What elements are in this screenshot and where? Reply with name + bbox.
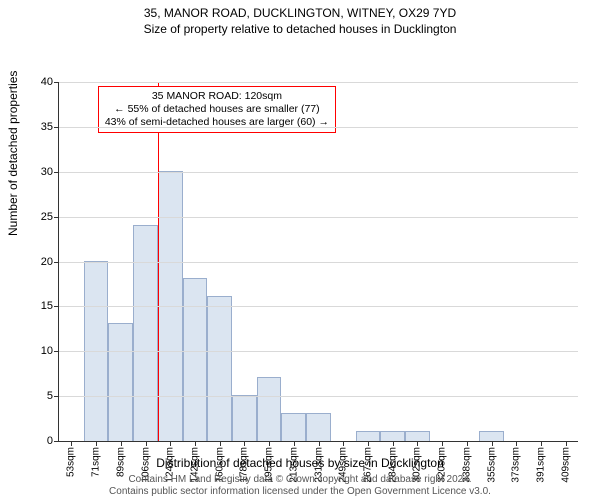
gridline <box>59 127 578 128</box>
ytick-label: 35 <box>41 121 53 133</box>
title-subtitle: Size of property relative to detached ho… <box>0 22 600 36</box>
y-axis-label: Number of detached properties <box>6 71 20 236</box>
xtick-mark <box>71 441 72 446</box>
gridline <box>59 306 578 307</box>
xtick-mark <box>319 441 320 446</box>
ytick-mark <box>54 396 59 397</box>
xtick-mark <box>541 441 542 446</box>
plot-area: 53sqm71sqm89sqm106sqm124sqm142sqm160sqm1… <box>58 82 578 442</box>
xtick-mark <box>393 441 394 446</box>
callout-line-1: 35 MANOR ROAD: 120sqm <box>105 90 329 103</box>
title-address: 35, MANOR ROAD, DUCKLINGTON, WITNEY, OX2… <box>0 6 600 20</box>
ytick-label: 15 <box>41 300 53 312</box>
histogram-bar <box>281 413 306 441</box>
ytick-mark <box>54 262 59 263</box>
histogram-bar <box>183 278 208 441</box>
histogram-bar <box>356 431 381 441</box>
gridline <box>59 262 578 263</box>
ytick-mark <box>54 306 59 307</box>
x-axis-label: Distribution of detached houses by size … <box>0 456 600 470</box>
xtick-mark <box>467 441 468 446</box>
xtick-mark <box>96 441 97 446</box>
histogram-bar <box>306 413 331 441</box>
ytick-label: 10 <box>41 345 53 357</box>
histogram-bar <box>108 323 133 441</box>
ytick-label: 5 <box>47 390 53 402</box>
xtick-mark <box>244 441 245 446</box>
gridline <box>59 396 578 397</box>
gridline <box>59 82 578 83</box>
footer-attribution: Contains HM Land Registry data © Crown c… <box>0 474 600 498</box>
xtick-mark <box>170 441 171 446</box>
gridline <box>59 351 578 352</box>
xtick-mark <box>294 441 295 446</box>
callout-line-2: ← 55% of detached houses are smaller (77… <box>105 103 329 116</box>
xtick-mark <box>368 441 369 446</box>
chart-titles: 35, MANOR ROAD, DUCKLINGTON, WITNEY, OX2… <box>0 0 600 36</box>
xtick-mark <box>417 441 418 446</box>
ytick-mark <box>54 172 59 173</box>
histogram-bar <box>207 296 232 441</box>
xtick-mark <box>269 441 270 446</box>
histogram-bar <box>405 431 430 441</box>
xtick-mark <box>121 441 122 446</box>
ytick-mark <box>54 217 59 218</box>
histogram-bar <box>380 431 405 441</box>
ytick-label: 30 <box>41 166 53 178</box>
xtick-mark <box>442 441 443 446</box>
histogram-bar <box>133 225 158 441</box>
ytick-label: 40 <box>41 76 53 88</box>
ytick-mark <box>54 127 59 128</box>
histogram-bar <box>479 431 504 441</box>
xtick-mark <box>343 441 344 446</box>
footer-line-2: Contains public sector information licen… <box>0 486 600 498</box>
xtick-mark <box>492 441 493 446</box>
histogram-bar <box>232 395 257 441</box>
gridline <box>59 172 578 173</box>
xtick-mark <box>566 441 567 446</box>
xtick-mark <box>220 441 221 446</box>
ytick-label: 0 <box>47 435 53 447</box>
gridline <box>59 217 578 218</box>
ytick-label: 25 <box>41 211 53 223</box>
ytick-mark <box>54 441 59 442</box>
footer-line-1: Contains HM Land Registry data © Crown c… <box>0 474 600 486</box>
ytick-mark <box>54 351 59 352</box>
ytick-mark <box>54 82 59 83</box>
xtick-mark <box>195 441 196 446</box>
ytick-label: 20 <box>41 256 53 268</box>
histogram-bar <box>257 377 282 441</box>
xtick-mark <box>516 441 517 446</box>
xtick-mark <box>146 441 147 446</box>
